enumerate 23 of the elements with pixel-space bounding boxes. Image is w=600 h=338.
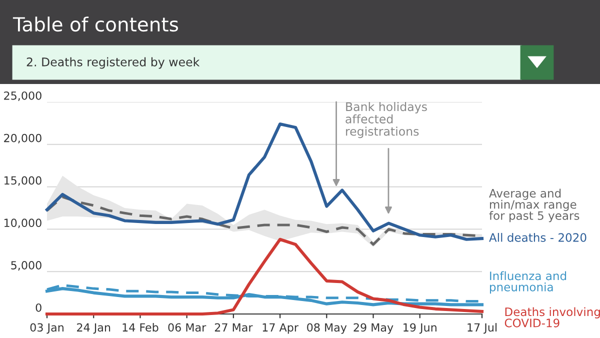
- x-tick-label: 29 May: [354, 323, 394, 334]
- x-tick-label: 03 Jan: [30, 323, 64, 334]
- x-tick-label: 14 Feb: [122, 323, 158, 332]
- chart-subtitle: 2. Deaths registered by week: [26, 57, 200, 69]
- y-tick-label: 15,000: [4, 176, 42, 186]
- x-tick-label: 19 Jun: [404, 323, 436, 334]
- x-tick-label: 24 Jan: [77, 323, 110, 334]
- x-tick-label: 27 Mar: [214, 323, 253, 332]
- annotation: Bank holidays affected registrations: [346, 102, 427, 138]
- x-tick-label: 06 Mar: [168, 323, 206, 332]
- text: Deaths involving COVID-19: [504, 307, 600, 328]
- y-tick-label: 0: [36, 303, 42, 312]
- x-tick-label: 08 May: [307, 323, 347, 334]
- y-tick-label: 25,000: [4, 91, 42, 101]
- series-label: Average and min/max range for past 5 years: [489, 188, 580, 222]
- x-tick-label: 17 Apr: [262, 323, 298, 334]
- y-tick-label: 10,000: [4, 218, 42, 228]
- y-tick-label: 5,000: [11, 261, 42, 271]
- series-label: Influenza and pneumonia: [490, 271, 566, 294]
- x-tick-label: 17 Jul: [468, 323, 496, 334]
- chart-title: Table of contents: [12, 16, 178, 32]
- y-tick-label: 20,000: [4, 134, 42, 144]
- series-label: All deaths - 2020: [489, 232, 586, 242]
